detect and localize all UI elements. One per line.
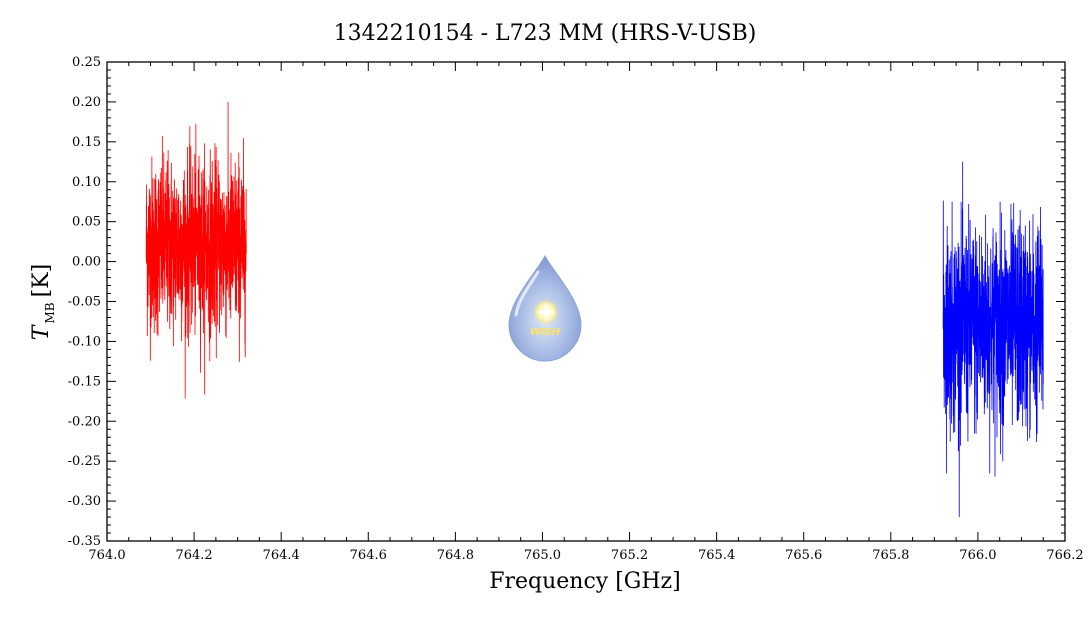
y-axis-label-subscript: MB [43, 302, 57, 323]
x-tick-labels: 764.0 764.2 764.4 764.6 764.8 765.0 765.2 765.4… [88, 548, 1083, 563]
svg-text:TMB[K]: TMB [K] [29, 264, 57, 340]
x-tick-label: 765.0 [524, 548, 561, 563]
y-tick-label: -0.15 [68, 374, 101, 389]
y-tick-label: 0.25 [72, 55, 101, 70]
y-axis-label: TMB [K] [29, 264, 57, 340]
y-tick-label: -0.30 [68, 494, 101, 509]
x-tick-label: 766.0 [959, 548, 996, 563]
x-tick-label: 765.2 [611, 548, 648, 563]
x-tick-label: 764.4 [263, 548, 300, 563]
x-tick-label: 765.6 [785, 548, 822, 563]
x-tick-label: 765.4 [698, 548, 735, 563]
y-tick-label: -0.05 [68, 295, 101, 310]
y-tick-labels: 0.25 0.20 0.15 0.10 0.05 0.00 -0.05 -0.10 -0.15 -… [68, 55, 101, 549]
y-tick-label: -0.25 [68, 454, 101, 469]
star-icon [536, 302, 556, 322]
logo-text: WISH [530, 327, 561, 338]
y-axis-label-symbol: T [29, 323, 54, 340]
x-axis-label: Frequency [GHz] [489, 569, 681, 594]
plot-frame [106, 61, 1066, 542]
y-tick-label: 0.20 [72, 95, 101, 110]
y-tick-label: 0.15 [72, 135, 101, 150]
x-tick-label: 764.6 [350, 548, 387, 563]
series-line-1 [942, 161, 1044, 518]
y-tick-label: 0.05 [72, 215, 101, 230]
y-tick-label: -0.10 [68, 334, 101, 349]
wish-logo: WISH [508, 254, 582, 362]
x-tick-label: 764.0 [88, 548, 125, 563]
x-tick-label: 764.2 [175, 548, 212, 563]
series-line-0 [145, 101, 247, 399]
y-tick-label: -0.35 [68, 534, 101, 549]
y-axis-label-unit: [K] [29, 264, 54, 298]
series-layer [145, 101, 1044, 518]
chart-title: 1342210154 - L723 MM (HRS-V-USB) [334, 21, 757, 46]
x-tick-label: 766.2 [1046, 548, 1083, 563]
y-tick-label: 0.00 [72, 255, 101, 270]
y-tick-label: -0.20 [68, 414, 101, 429]
x-tick-label: 764.8 [437, 548, 474, 563]
y-tick-label: 0.10 [72, 175, 101, 190]
ticks-layer [106, 61, 1066, 542]
x-tick-label: 765.8 [872, 548, 909, 563]
